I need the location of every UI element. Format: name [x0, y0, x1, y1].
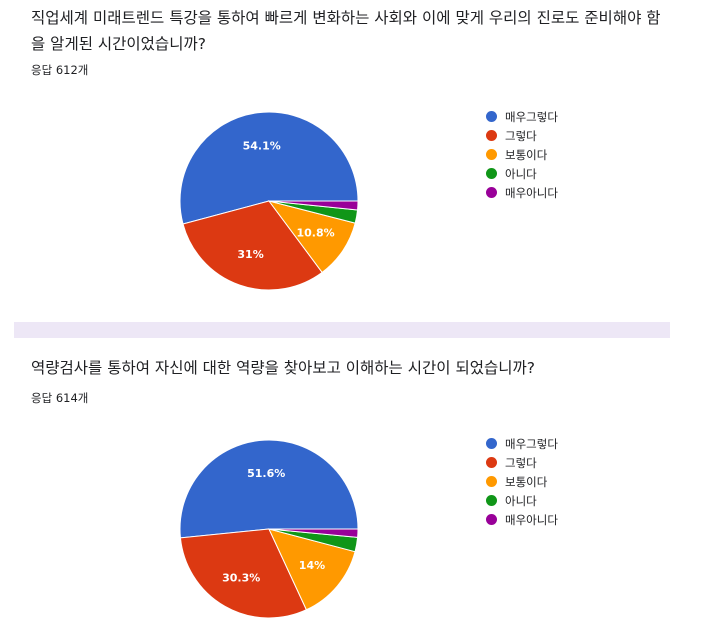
slice-label-2: 30.3% — [222, 572, 260, 585]
legend-label: 그렇다 — [505, 455, 537, 470]
legend-item[interactable]: 아니다 — [486, 164, 558, 183]
pie-slice-5[interactable] — [268, 528, 359, 538]
legend-label: 보통이다 — [505, 474, 548, 489]
legend-item[interactable]: 매우아니다 — [486, 510, 558, 529]
legend-label: 매우아니다 — [505, 185, 558, 200]
slice-label-3: 14% — [299, 559, 325, 572]
legend-swatch — [486, 149, 497, 160]
chart-legend: 매우그렇다 그렇다 보통이다 아니다 매우아니다 — [486, 107, 558, 202]
pie-slice-1[interactable] — [179, 439, 359, 539]
legend-swatch — [486, 111, 497, 122]
legend-swatch — [486, 187, 497, 198]
legend-label: 그렇다 — [505, 128, 537, 143]
legend-item[interactable]: 매우그렇다 — [486, 434, 558, 453]
legend-item[interactable]: 그렇다 — [486, 453, 558, 472]
response-count: 응답 612개 — [31, 63, 89, 77]
legend-label: 아니다 — [505, 493, 537, 508]
legend-swatch — [486, 457, 497, 468]
legend-swatch — [486, 495, 497, 506]
legend-swatch — [486, 476, 497, 487]
legend-item[interactable]: 매우아니다 — [486, 183, 558, 202]
legend-item[interactable]: 아니다 — [486, 491, 558, 510]
question-card-1: 직업세계 미래트렌드 특강을 통하여 빠르게 변화하는 사회와 이에 맞게 우리… — [31, 9, 661, 291]
legend-label: 매우그렇다 — [505, 436, 558, 451]
slice-label-1: 51.6% — [247, 467, 285, 480]
legend-swatch — [486, 438, 497, 449]
question-card-2: 역량검사를 통하여 자신에 대한 역량을 찾아보고 이해하는 시간이 되었습니까… — [0, 338, 702, 631]
pie-slice-2[interactable] — [179, 528, 308, 619]
pie-slice-2[interactable] — [182, 200, 323, 291]
pie-slice-5[interactable] — [268, 200, 359, 211]
card-divider — [14, 322, 670, 338]
slice-label-2: 31% — [237, 248, 263, 261]
response-count: 응답 614개 — [31, 391, 89, 405]
legend-item[interactable]: 보통이다 — [486, 472, 558, 491]
legend-label: 아니다 — [505, 166, 537, 181]
legend-swatch — [486, 514, 497, 525]
legend-swatch — [486, 130, 497, 141]
pie-slice-3[interactable] — [268, 528, 356, 611]
legend-label: 보통이다 — [505, 147, 548, 162]
chart-legend: 매우그렇다 그렇다 보통이다 아니다 매우아니다 — [486, 434, 558, 529]
question-title: 직업세계 미래트렌드 특강을 통하여 빠르게 변화하는 사회와 이에 맞게 우리… — [31, 9, 661, 53]
legend-label: 매우그렇다 — [505, 109, 558, 124]
legend-item[interactable]: 보통이다 — [486, 145, 558, 164]
legend-swatch — [486, 168, 497, 179]
pie-chart: 51.6% 30.3% 14% — [179, 439, 359, 619]
slice-label-3: 10.8% — [296, 226, 334, 239]
legend-item[interactable]: 매우그렇다 — [486, 107, 558, 126]
question-title: 역량검사를 통하여 자신에 대한 역량을 찾아보고 이해하는 시간이 되었습니까… — [31, 359, 535, 377]
legend-label: 매우아니다 — [505, 512, 558, 527]
pie-slice-1[interactable] — [179, 111, 359, 225]
legend-item[interactable]: 그렇다 — [486, 126, 558, 145]
slice-label-1: 54.1% — [243, 139, 281, 152]
pie-chart: 54.1% 31% 10.8% — [179, 111, 359, 291]
